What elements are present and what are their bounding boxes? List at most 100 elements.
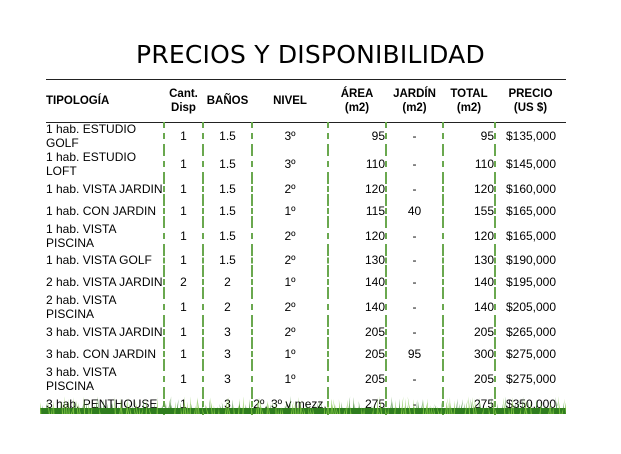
cell-banos: 1.5 [202,221,252,250]
cell-precio: $275,000 [494,342,566,365]
cell-nivel: 3º [251,122,328,150]
cell-tipologia: 1 hab. ESTUDIO LOFT [46,150,137,178]
cell-nivel: 3º [251,150,328,178]
cell-total: 140 [442,271,495,294]
grass-decoration [40,396,566,414]
cell-precio: $145,000 [494,150,566,178]
header-cant: Cant. Disp [169,88,198,114]
cell-area: 205 [327,342,386,365]
cell-area: 115 [327,199,386,222]
cell-precio: $275,000 [494,364,566,393]
cell-area: 120 [327,221,386,250]
cell-jardin: - [385,221,443,250]
cell-total: 300 [442,342,495,365]
cell-nivel: 2º [251,178,328,200]
page-title: PRECIOS Y DISPONIBILIDAD [136,40,485,69]
cell-precio: $165,000 [494,221,566,250]
cell-tipologia: 2 hab. VISTA JARDIN [46,275,163,290]
cell-jardin: 40 [385,199,443,222]
cell-nivel: 2º [251,321,328,343]
header-precio: PRECIO (US $) [508,88,553,114]
cell-total: 95 [442,122,495,150]
cell-tipologia: 2 hab. VISTA PISCINA [46,293,116,322]
cell-total: 140 [442,293,495,322]
cell-total: 120 [442,178,495,200]
cell-area: 130 [327,249,386,272]
table-row: 1 hab. VISTA GOLF 1 1.5 2º 130-130 $190,000 [46,249,566,272]
cell-nivel: 1º [251,342,328,365]
table-row: 2 hab. VISTA PISCINA 1 2 2º 140-140 $205,000 [46,293,566,322]
price-table: TIPOLOGÍA Cant. Disp BAÑOS NIVEL ÁREA (m2)… [46,80,566,415]
cell-cant: 1 [163,199,203,222]
cell-tipologia: 3 hab. VISTA PISCINA [46,364,116,393]
cell-banos: 3 [202,321,252,343]
cell-precio: $165,000 [494,199,566,222]
cell-cant: 1 [163,150,203,178]
cell-cant: 1 [163,249,203,272]
cell-cant: 1 [163,221,203,250]
cell-nivel: 1º [251,199,328,222]
cell-banos: 3 [202,364,252,393]
cell-cant: 1 [163,293,203,322]
cell-banos: 1.5 [202,199,252,222]
cell-area: 140 [327,293,386,322]
cell-jardin: - [385,150,443,178]
cell-nivel: 2º [251,249,328,272]
header-total: TOTAL (m2) [450,88,488,114]
table-row: 3 hab. CON JARDIN 1 3 1º 205 95 300 $275,000 [46,342,566,365]
header-banos: BAÑOS [206,95,249,107]
header-tipologia: TIPOLOGÍA [46,95,110,107]
cell-nivel: 1º [251,271,328,294]
cell-cant: 2 [163,271,203,294]
cell-jardin: - [385,249,443,272]
cell-jardin: - [385,321,443,343]
cell-jardin: - [385,122,443,150]
cell-tipologia: 1 hab. VISTA GOLF [46,253,152,268]
cell-cant: 1 [163,321,203,343]
cell-precio: $190,000 [494,249,566,272]
cell-cant: 1 [163,122,203,150]
cell-tipologia: 1 hab. CON JARDIN [46,203,157,218]
cell-precio: $160,000 [494,178,566,200]
cell-area: 95 [327,122,386,150]
cell-total: 110 [442,150,495,178]
cell-area: 120 [327,178,386,200]
cell-cant: 1 [163,342,203,365]
cell-banos: 1.5 [202,249,252,272]
table-row: 1 hab. VISTA PISCINA 1 1.5 2º 120-120 $165,00… [46,221,566,250]
cell-banos: 1.5 [202,178,252,200]
cell-jardin: 95 [385,342,443,365]
cell-total: 130 [442,249,495,272]
cell-tipologia: 3 hab. CON JARDIN [46,346,157,361]
table-row: 1 hab. ESTUDIO LOFT 1 1.5 3º 110-110 $145,000 [46,150,566,178]
cell-banos: 1.5 [202,122,252,150]
table-row: 1 hab. CON JARDIN 1 1.5 1º 115 40 155 $165,000 [46,199,566,222]
cell-area: 110 [327,150,386,178]
header-area: ÁREA (m2) [340,88,374,114]
cell-total: 155 [442,199,495,222]
cell-area: 140 [327,271,386,294]
header-nivel: NIVEL [273,95,307,107]
cell-precio: $135,000 [494,122,566,150]
cell-cant: 1 [163,364,203,393]
cell-precio: $265,000 [494,321,566,343]
header-jardin: JARDÍN (m2) [393,88,436,114]
table-row: 2 hab. VISTA JARDIN 2 2 1º 140-140 $195,000 [46,271,566,294]
cell-nivel: 1º [251,364,328,393]
cell-tipologia: 1 hab. ESTUDIO GOLF [46,122,137,150]
cell-tipologia: 3 hab. VISTA JARDIN [46,325,163,340]
cell-total: 120 [442,221,495,250]
cell-jardin: - [385,293,443,322]
cell-nivel: 2º [251,221,328,250]
table-row: 1 hab. ESTUDIO GOLF 1 1.5 3º 95-95 $135,000 [46,122,566,150]
cell-banos: 1.5 [202,150,252,178]
cell-total: 205 [442,321,495,343]
cell-banos: 3 [202,342,252,365]
cell-precio: $205,000 [494,293,566,322]
cell-total: 205 [442,364,495,393]
table-row: 3 hab. VISTA PISCINA 1 3 1º 205-205 $275,000 [46,364,566,393]
cell-jardin: - [385,271,443,294]
cell-jardin: - [385,178,443,200]
cell-banos: 2 [202,271,252,294]
cell-nivel: 2º [251,293,328,322]
